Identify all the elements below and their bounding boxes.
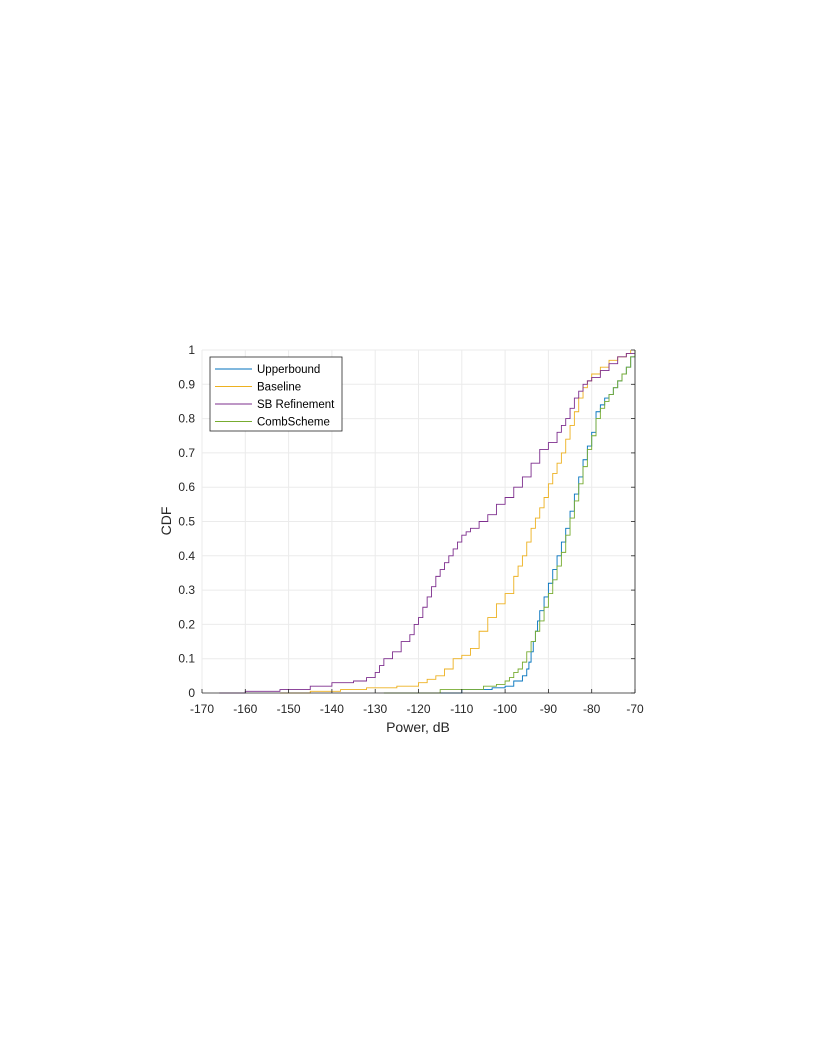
y-tick-label: 0 xyxy=(188,686,195,700)
legend-label: Baseline xyxy=(257,382,301,394)
x-tick-label: -150 xyxy=(277,702,301,716)
axes xyxy=(201,349,636,694)
x-tick-label: -160 xyxy=(233,702,257,716)
y-tick-label: 0.3 xyxy=(178,583,195,597)
series-line-combscheme xyxy=(383,350,636,694)
legend-label: CombScheme xyxy=(257,417,330,429)
x-tick-label: -90 xyxy=(540,702,558,716)
x-tick-label: -70 xyxy=(626,702,644,716)
legend: Upperbound Baseline SB Refinement CombSchem… xyxy=(209,356,343,432)
y-tick-label: 0.2 xyxy=(178,617,195,631)
x-tick-label: -110 xyxy=(450,702,473,716)
series-line-sb-refinement xyxy=(219,350,636,694)
y-tick-label: 1 xyxy=(188,343,195,357)
legend-label: SB Refinement xyxy=(257,399,335,411)
x-tick-label: -100 xyxy=(493,702,517,716)
series-lines xyxy=(219,350,636,694)
y-tick-label: 0.7 xyxy=(178,446,195,460)
x-tick-label: -130 xyxy=(363,702,387,716)
tick-labels: -170 -160 -150 -140 -130 -120 -110 -100 -90 -80 -7… xyxy=(178,343,644,716)
y-tick-label: 0.4 xyxy=(178,549,195,563)
y-tick-label: 0.5 xyxy=(178,515,195,529)
x-tick-label: -140 xyxy=(320,702,344,716)
y-tick-label: 0.6 xyxy=(178,480,195,494)
x-tick-label: -170 xyxy=(190,702,214,716)
y-axis-label: CDF xyxy=(158,507,174,536)
x-tick-label: -80 xyxy=(583,702,601,716)
x-axis-label: Power, dB xyxy=(386,719,450,735)
y-tick-label: 0.8 xyxy=(178,412,195,426)
series-line-baseline xyxy=(279,350,632,694)
x-tick-label: -120 xyxy=(406,702,430,716)
y-tick-label: 0.9 xyxy=(178,377,195,391)
legend-label: Upperbound xyxy=(257,364,320,376)
y-tick-label: 0.1 xyxy=(178,652,195,666)
